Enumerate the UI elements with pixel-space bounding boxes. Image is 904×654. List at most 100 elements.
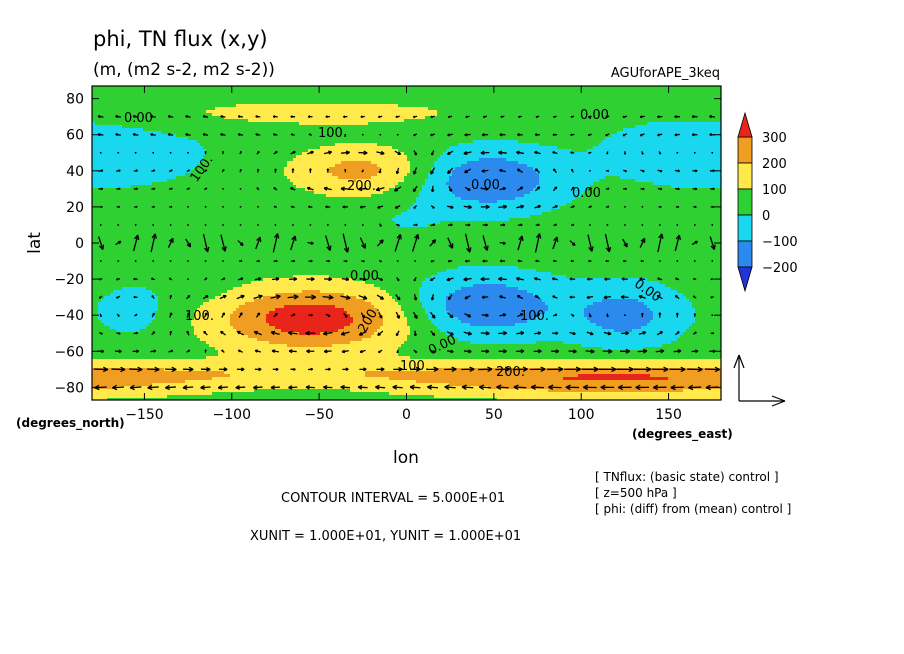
field-cell xyxy=(395,86,399,90)
field-cell xyxy=(269,95,273,99)
field-cell xyxy=(443,86,447,90)
field-cell xyxy=(245,95,249,99)
field-cell xyxy=(320,92,324,96)
field-cell xyxy=(581,98,585,102)
field-cell xyxy=(422,95,426,99)
field-cell xyxy=(554,92,558,96)
field-cell xyxy=(482,104,486,108)
field-cell xyxy=(428,95,432,99)
field-cell xyxy=(305,86,309,90)
field-cell xyxy=(446,86,450,90)
field-cell xyxy=(497,95,501,99)
field-cell xyxy=(215,89,219,93)
field-cell xyxy=(605,107,609,111)
field-cell xyxy=(524,104,528,108)
field-cell xyxy=(647,86,651,90)
field-cell xyxy=(611,95,615,99)
field-cell xyxy=(599,89,603,93)
field-cell xyxy=(611,92,615,96)
field-cell xyxy=(620,92,624,96)
field-cell xyxy=(269,89,273,93)
field-cell xyxy=(584,101,588,105)
field-cell xyxy=(602,101,606,105)
field-cell xyxy=(608,104,612,108)
field-cell xyxy=(251,86,255,90)
field-cell xyxy=(266,107,270,111)
field-cell xyxy=(425,107,429,111)
field-cell xyxy=(311,101,315,105)
field-cell xyxy=(182,89,186,93)
field-cell xyxy=(320,89,324,93)
field-cell xyxy=(416,95,420,99)
field-cell xyxy=(563,110,567,114)
field-cell xyxy=(149,110,153,114)
field-cell xyxy=(686,98,690,102)
field-cell xyxy=(173,92,177,96)
field-cell xyxy=(650,107,654,111)
field-cell xyxy=(494,95,498,99)
field-cell xyxy=(578,104,582,108)
field-cell xyxy=(164,110,168,114)
field-cell xyxy=(311,110,315,114)
field-cell xyxy=(344,107,348,111)
field-cell xyxy=(248,104,252,108)
field-cell xyxy=(587,95,591,99)
field-cell xyxy=(152,104,156,108)
field-cell xyxy=(230,98,234,102)
field-cell xyxy=(665,101,669,105)
field-cell xyxy=(332,89,336,93)
field-cell xyxy=(455,101,459,105)
field-cell xyxy=(263,89,267,93)
field-cell xyxy=(131,110,135,114)
field-cell xyxy=(476,89,480,93)
field-cell xyxy=(344,86,348,90)
field-cell xyxy=(365,98,369,102)
field-cell xyxy=(431,104,435,108)
field-cell xyxy=(152,89,156,93)
field-cell xyxy=(353,89,357,93)
field-cell xyxy=(272,107,276,111)
field-cell xyxy=(275,104,279,108)
field-cell xyxy=(383,101,387,105)
field-cell xyxy=(125,104,129,108)
field-cell xyxy=(686,107,690,111)
field-cell xyxy=(665,104,669,108)
field-cell xyxy=(311,89,315,93)
field-cell xyxy=(695,107,699,111)
field-cell xyxy=(404,98,408,102)
field-cell xyxy=(353,95,357,99)
field-cell xyxy=(326,98,330,102)
field-cell xyxy=(101,95,105,99)
field-cell xyxy=(293,86,297,90)
field-cell xyxy=(470,101,474,105)
field-cell xyxy=(635,107,639,111)
field-cell xyxy=(287,95,291,99)
field-cell xyxy=(716,95,720,99)
field-cell xyxy=(173,110,177,114)
field-cell xyxy=(677,101,681,105)
field-cell xyxy=(440,110,444,114)
field-cell xyxy=(566,95,570,99)
field-cell xyxy=(113,86,117,90)
field-cell xyxy=(386,110,390,114)
field-cell xyxy=(269,110,273,114)
field-cell xyxy=(290,110,294,114)
field-cell xyxy=(248,92,252,96)
field-cell xyxy=(461,104,465,108)
field-cell xyxy=(362,101,366,105)
field-cell xyxy=(485,98,489,102)
field-cell xyxy=(191,98,195,102)
field-cell xyxy=(500,107,504,111)
field-cell xyxy=(320,86,324,90)
field-cell xyxy=(707,92,711,96)
field-cell xyxy=(458,92,462,96)
field-cell xyxy=(536,92,540,96)
field-cell xyxy=(542,107,546,111)
field-cell xyxy=(269,98,273,102)
field-cell xyxy=(671,101,675,105)
field-cell xyxy=(584,92,588,96)
field-cell xyxy=(281,89,285,93)
field-cell xyxy=(713,104,717,108)
field-cell xyxy=(152,92,156,96)
field-cell xyxy=(167,104,171,108)
